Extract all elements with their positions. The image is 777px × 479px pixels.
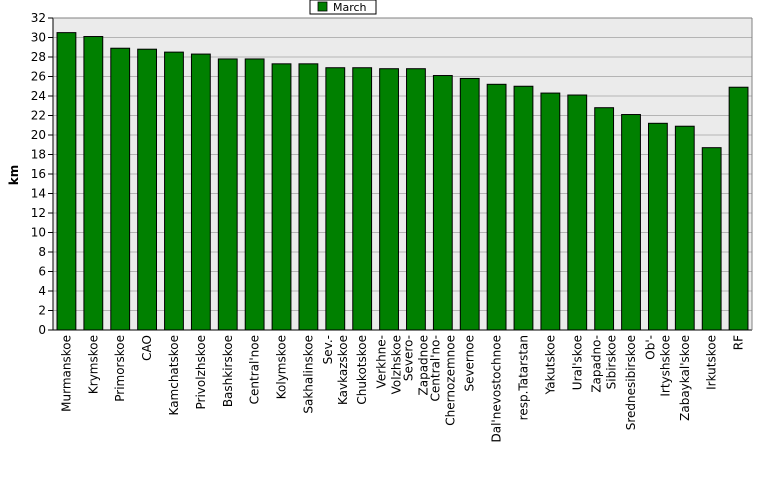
x-tick-label: Srednesibirskoe [624,335,638,430]
x-tick-label: Yakutskoe [543,335,557,395]
bar-CAO [137,48,158,331]
x-tick-label: Zabaykal'skoe [678,335,692,421]
x-tick-label: Kavkazskoe [336,335,350,405]
bar-RF [728,86,749,331]
bar-Zapadno-Sibirskoe [594,107,615,331]
bar-Kolymskoe [271,63,292,331]
x-tick-label: Kolymskoe [275,335,289,399]
bar-Yakutskoe [540,92,561,331]
bar-Ural'skoe [567,94,588,331]
bar-Central'noe [244,58,265,331]
bar-Privolzhskoe [190,53,211,331]
x-tick-label: Chernozemnoe [443,335,457,426]
x-tick-label: Severo- [401,335,415,381]
y-tick-label: 16 [31,167,46,181]
x-tick-label: Chukotskoe [355,335,369,405]
y-tick-label: 26 [31,70,46,84]
bar-Primorskoe [110,47,131,331]
bar-Bashkirskoe [217,58,238,331]
bar-resp.Tatarstan [513,85,534,331]
bar-Murmanskoe [56,32,77,331]
x-tick-label: Zapadnoe [416,335,430,396]
x-tick-label: CAO [140,335,154,361]
x-tick-label: Dal'nevostochnoe [490,335,504,443]
bar-Severnoe [459,77,480,331]
y-tick-label: 4 [38,284,46,298]
legend-label: March [333,1,367,14]
y-tick-label: 32 [31,11,46,25]
x-tick-label: Primorskoe [113,335,127,402]
bar-Verkhne-Volzhskoe [379,68,399,331]
bar-Central'no-Chernozemnoe [432,75,453,331]
x-tick-label: Ob'- [643,335,657,360]
bar-Ob'-Irtyshskoe [647,122,668,331]
x-tick-label: Volzhskoe [390,335,404,394]
bar-Zabaykal'skoe [674,125,695,331]
x-tick-label: Krymskoe [86,335,100,394]
x-tick-label: Privolzhskoe [194,335,208,409]
x-tick-label: Irtyshskoe [658,335,672,397]
x-tick-label: Sakhalinskoe [301,335,315,414]
x-tick-label: Ural'skoe [570,335,584,390]
x-tick-label: Central'noe [248,335,262,404]
bar-Dal'nevostochnoe [486,83,507,331]
bar-Sev.-Kavkazskoe [325,67,346,331]
x-tick-label: Irkutskoe [705,335,719,390]
y-tick-label: 22 [31,109,46,123]
bar-Chukotskoe [352,67,373,331]
y-tick-label: 28 [31,50,46,64]
x-tick-label: Kamchatskoe [167,335,181,415]
x-tick-label: Verkhne- [375,335,389,388]
y-tick-label: 10 [31,226,46,240]
y-tick-label: 18 [31,148,46,162]
y-tick-label: 8 [38,245,46,259]
y-tick-label: 20 [31,128,46,142]
y-tick-label: 30 [31,31,46,45]
bar-Sakhalinskoe [298,63,319,331]
y-tick-label: 24 [31,89,46,103]
y-tick-label: 2 [38,304,46,318]
x-tick-label: Central'no- [428,335,442,402]
y-tick-label: 6 [38,265,46,279]
y-axis-label: km [7,165,21,185]
bar-Irkutskoe [701,147,722,331]
x-tick-label: Bashkirskoe [221,335,235,407]
legend-swatch [317,1,328,12]
x-tick-label: Sibirskoe [605,335,619,389]
y-tick-label: 0 [38,323,46,337]
y-tick-label: 12 [31,206,46,220]
x-tick-label: RF [732,335,746,350]
bar-Severo-Zapadnoe [406,68,426,331]
bar-Krymskoe [83,36,104,331]
x-tick-label: Severnoe [463,335,477,392]
bar-Kamchatskoe [164,51,184,331]
x-tick-label: resp.Tatarstan [516,335,530,420]
legend: March [309,0,377,15]
x-tick-label: Murmanskoe [59,335,73,412]
x-tick-label: Zapadno- [590,335,604,393]
y-tick-label: 14 [31,187,46,201]
bar-Srednesibirskoe [621,114,641,331]
x-tick-label: Sev.- [321,335,335,364]
